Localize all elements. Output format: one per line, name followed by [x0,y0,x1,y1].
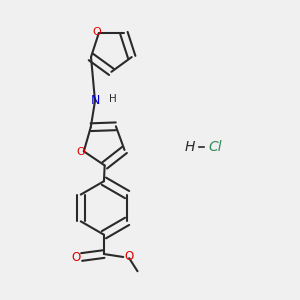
Text: O: O [124,250,133,263]
Text: O: O [92,27,101,37]
Text: H: H [109,94,117,104]
Text: N: N [90,94,100,107]
Text: O: O [76,147,85,157]
Text: H: H [185,140,195,154]
Text: Cl: Cl [208,140,222,154]
Text: O: O [72,251,81,264]
